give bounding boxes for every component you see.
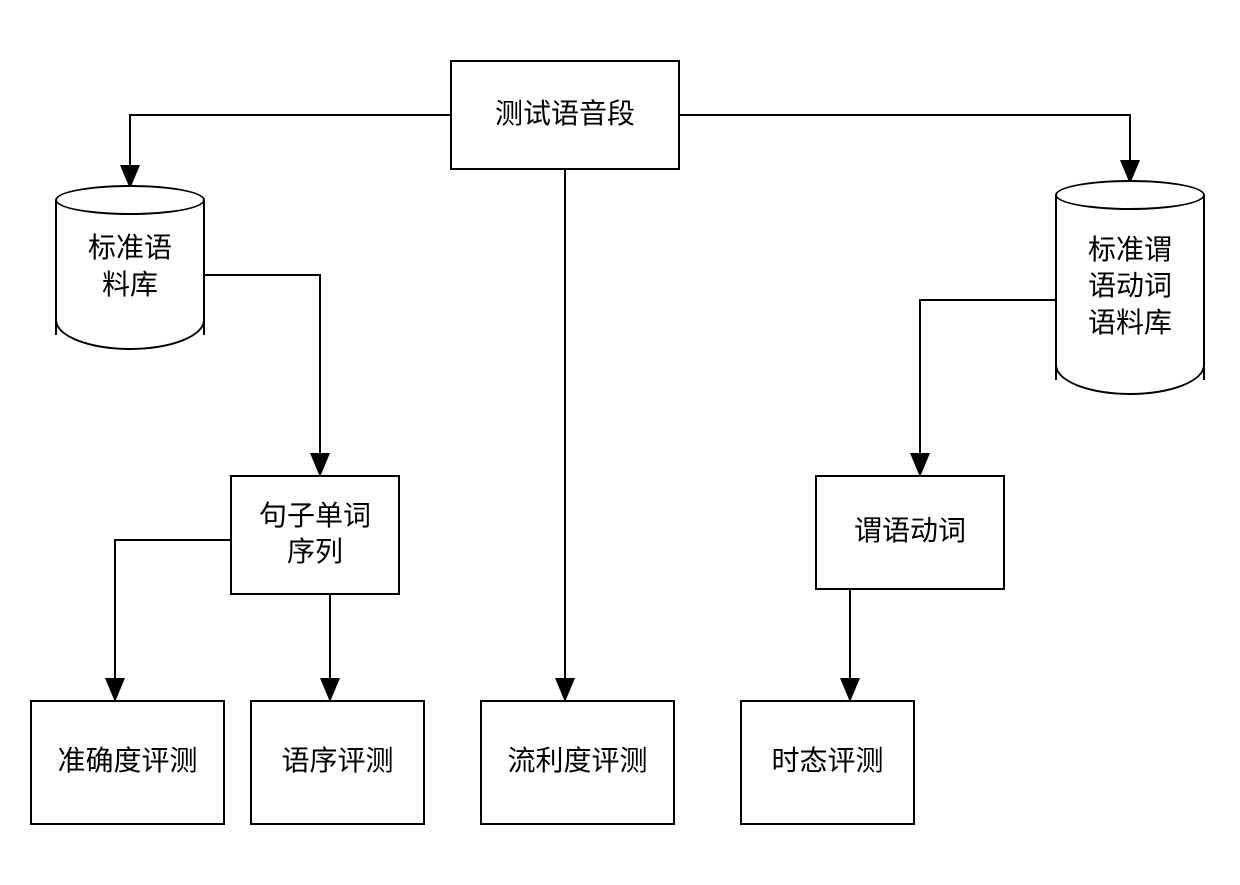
node-predicate-corpus: 标准谓 语动词 语料库 bbox=[1055, 195, 1205, 380]
node-label: 测试语音段 bbox=[495, 97, 635, 133]
node-label: 标准语 料库 bbox=[88, 231, 172, 304]
node-fluency-eval: 流利度评测 bbox=[480, 700, 675, 825]
node-label: 准确度评测 bbox=[57, 744, 197, 780]
node-label: 流利度评测 bbox=[507, 744, 647, 780]
node-label: 标准谓 语动词 语料库 bbox=[1088, 233, 1172, 342]
flowchart-canvas: 测试语音段 标准语 料库 标准谓 语动词 语料库 句子单词 序列 谓语动词 准确… bbox=[0, 0, 1240, 885]
node-order-eval: 语序评测 bbox=[250, 700, 425, 825]
node-label: 句子单词 序列 bbox=[259, 499, 371, 572]
node-label: 时态评测 bbox=[771, 744, 883, 780]
node-word-sequence: 句子单词 序列 bbox=[230, 475, 400, 595]
node-accuracy-eval: 准确度评测 bbox=[30, 700, 225, 825]
node-label: 语序评测 bbox=[281, 744, 393, 780]
node-predicate-verb: 谓语动词 bbox=[815, 475, 1005, 590]
node-standard-corpus: 标准语 料库 bbox=[55, 200, 205, 335]
node-tense-eval: 时态评测 bbox=[740, 700, 915, 825]
node-test-speech: 测试语音段 bbox=[450, 60, 680, 170]
node-label: 谓语动词 bbox=[854, 514, 966, 550]
